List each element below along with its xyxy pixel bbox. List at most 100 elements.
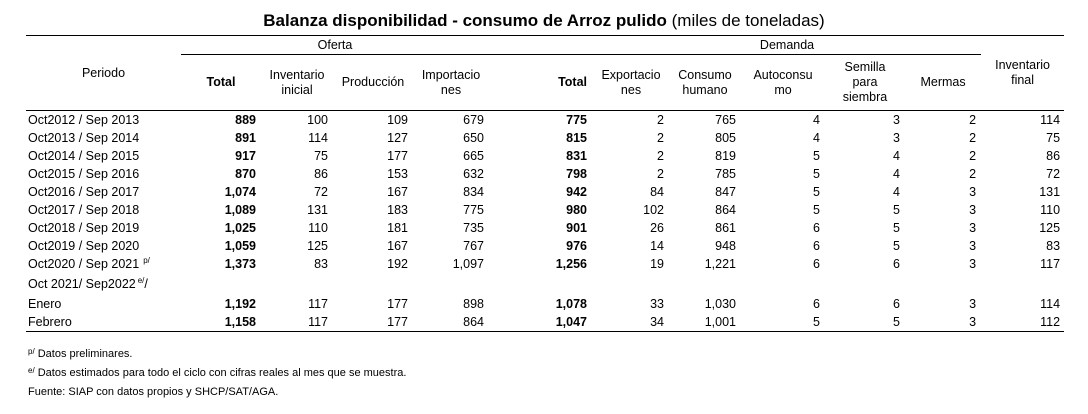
cell-inv_i: 125: [307, 239, 328, 253]
cell-inv_i: 110: [308, 221, 328, 235]
cell-inv_f: 114: [1040, 113, 1061, 127]
cell-cons: 819: [715, 149, 736, 163]
footnote-source: Fuente: SIAP con datos propios y SHCP/SA…: [28, 386, 279, 398]
cell-inv_f: 110: [1040, 203, 1061, 217]
cell-prod: 167: [387, 239, 408, 253]
cell-mer: 3: [969, 239, 977, 253]
row-periodo: Oct2014 / Sep 2015: [28, 149, 140, 163]
cell-exp: 34: [650, 315, 664, 329]
cell-total_o: 1,089: [224, 203, 256, 217]
cell-auto: 6: [813, 297, 820, 311]
cell-sem: 3: [893, 131, 900, 145]
cell-sem: 3: [893, 113, 900, 127]
cell-prod: 183: [387, 203, 408, 217]
cell-exp: 2: [657, 131, 664, 145]
cell-imp: 898: [463, 297, 484, 311]
cell-mer: 3: [969, 185, 977, 199]
table-title: Balanza disponibilidad - consumo de Arro…: [0, 10, 1088, 32]
cell-imp: 767: [463, 239, 484, 253]
cell-inv_f: 72: [1046, 167, 1061, 181]
cell-inv_i: 100: [307, 113, 328, 127]
cell-mer: 2: [969, 131, 977, 145]
cell-total_o: 917: [235, 149, 256, 163]
section-row: Oct 2021/ Sep2022 e//: [26, 273, 1064, 295]
cell-inv_f: 86: [1046, 149, 1061, 163]
cell-auto: 6: [813, 221, 820, 235]
section-label: Oct 2021/ Sep2022 e//: [28, 276, 148, 291]
cell-total_o: 1,025: [224, 221, 256, 235]
header-total-oferta: Total: [206, 75, 236, 89]
title-units: (miles de toneladas): [671, 11, 825, 30]
table-row: Oct2015 / Sep 2016 870 86 153 632 798 2 785 5 4 2 7…: [26, 165, 1064, 183]
cell-auto: 5: [813, 315, 820, 329]
cell-inv_i: 83: [314, 257, 328, 271]
cell-imp: 834: [463, 185, 484, 199]
cell-exp: 19: [650, 257, 664, 271]
balance-table: Periodo Oferta Demanda Inventario final …: [26, 35, 1065, 332]
header-periodo: Periodo: [81, 65, 126, 80]
table-row: Oct2016 / Sep 2017 1,074 72 167 834 942 84 847 5…: [26, 183, 1064, 201]
header-inventario-final: Inventario final: [995, 58, 1051, 87]
cell-exp: 14: [650, 239, 664, 253]
cell-mer: 3: [969, 315, 977, 329]
cell-prod: 177: [387, 315, 408, 329]
cell-total_o: 889: [235, 113, 256, 127]
footnote-estimated: e/ Datos estimados para todo el ciclo co…: [28, 366, 407, 379]
row-periodo: Oct2016 / Sep 2017: [28, 185, 140, 199]
cell-prod: 177: [387, 149, 408, 163]
row-periodo: Oct2012 / Sep 2013: [28, 113, 140, 127]
cell-cons: 861: [715, 221, 736, 235]
title-main: Balanza disponibilidad - consumo de Arro…: [263, 11, 667, 30]
table-row: Febrero 1,158 117 177 864 1,047 34 1,001 5 5 3 112: [26, 313, 1065, 332]
cell-cons: 785: [715, 167, 736, 181]
cell-total_o: 870: [235, 167, 256, 181]
row-periodo: Febrero: [28, 315, 72, 329]
header-total-demanda: Total: [558, 75, 587, 89]
row-periodo: Enero: [28, 297, 62, 311]
table-row: Oct2014 / Sep 2015 917 75 177 665 831 2 819 5 4 2 8…: [26, 147, 1064, 165]
cell-prod: 167: [387, 185, 408, 199]
footnote-preliminary: p/ Datos preliminares.: [28, 347, 133, 360]
table-row: Oct2019 / Sep 2020 1,059 125 167 767 976 14 948…: [26, 237, 1064, 255]
cell-auto: 5: [813, 203, 820, 217]
row-periodo: Oct2015 / Sep 2016: [28, 167, 140, 181]
cell-auto: 4: [813, 131, 820, 145]
cell-exp: 26: [650, 221, 664, 235]
cell-prod: 127: [387, 131, 408, 145]
header-mermas: Mermas: [920, 75, 966, 89]
cell-imp: 665: [463, 149, 484, 163]
cell-prod: 181: [387, 221, 408, 235]
cell-total_d: 1,047: [555, 315, 587, 329]
cell-total_d: 815: [566, 131, 587, 145]
cell-prod: 192: [387, 257, 408, 271]
cell-total_d: 980: [566, 203, 587, 217]
cell-inv_f: 75: [1046, 131, 1061, 145]
header-semilla: Semilla para siembra: [842, 60, 888, 104]
cell-imp: 864: [463, 315, 484, 329]
cell-auto: 6: [813, 239, 820, 253]
footnotes: p/ Datos preliminares. e/ Datos estimado…: [28, 345, 406, 402]
cell-inv_i: 114: [308, 131, 328, 145]
cell-mer: 3: [969, 257, 977, 271]
cell-total_d: 1,256: [555, 257, 587, 271]
cell-total_d: 1,078: [555, 297, 587, 311]
cell-exp: 2: [657, 113, 664, 127]
row-periodo: Oct2019 / Sep 2020: [28, 239, 140, 253]
cell-total_d: 976: [566, 239, 587, 253]
cell-auto: 5: [813, 167, 820, 181]
cell-total_o: 1,373: [224, 257, 256, 271]
cell-total_o: 1,158: [224, 315, 256, 329]
table-row: Oct2020 / Sep 2021 p/1,373 83 192 1,097 1,256…: [26, 255, 1064, 273]
cell-mer: 3: [969, 297, 977, 311]
cell-inv_i: 117: [308, 315, 328, 329]
header-exportaciones: Exportacio nes: [601, 67, 661, 97]
cell-inv_f: 83: [1046, 239, 1061, 253]
table-row: Enero 1,192 117 177 898 1,078 33 1,030 6 6 3 114: [26, 295, 1064, 313]
cell-auto: 5: [813, 185, 820, 199]
cell-imp: 735: [463, 221, 484, 235]
cell-exp: 102: [643, 203, 664, 217]
cell-auto: 5: [813, 149, 820, 163]
cell-sem: 4: [893, 185, 900, 199]
cell-imp: 679: [463, 113, 484, 127]
cell-imp: 632: [463, 167, 484, 181]
